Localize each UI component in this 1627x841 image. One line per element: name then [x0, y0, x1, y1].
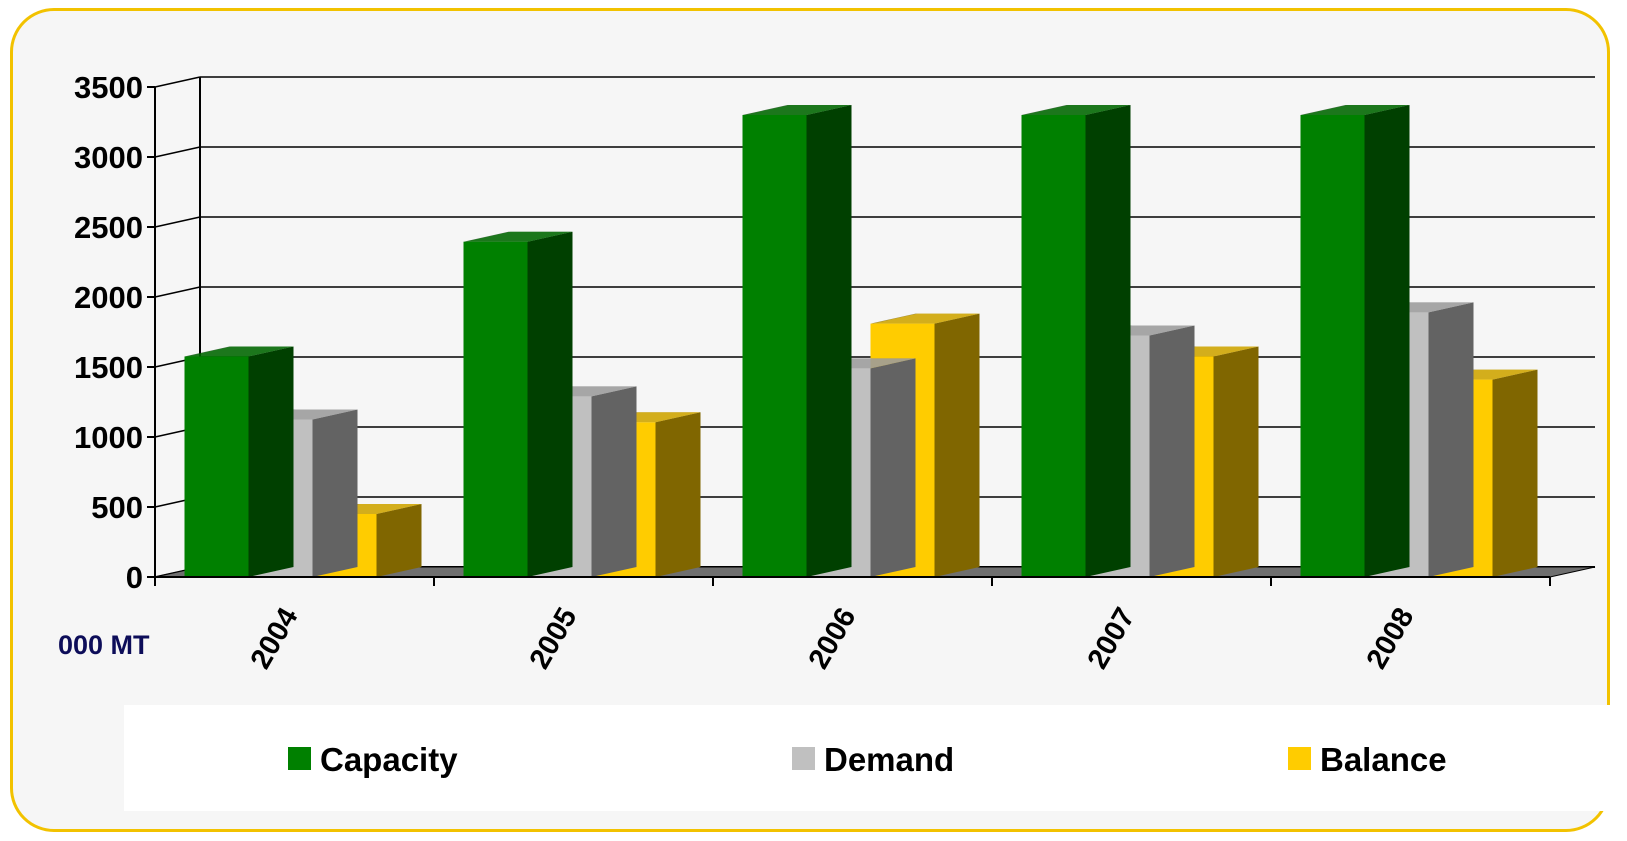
- bar-side: [376, 504, 422, 577]
- bar-top-highlight: [186, 346, 294, 357]
- bar-side: [870, 358, 916, 577]
- x-tick-label: 2004: [245, 603, 305, 675]
- bar-top-highlight: [1023, 105, 1131, 115]
- bar-capacity-2008: [1300, 105, 1410, 577]
- gridline-side: [154, 76, 201, 88]
- bar-group-2008: [1300, 105, 1538, 577]
- bar-side: [1085, 105, 1131, 577]
- x-tick-label: 2008: [1361, 603, 1421, 675]
- bar-front: [184, 356, 249, 577]
- legend: Capacity Demand Balance: [288, 741, 1447, 778]
- legend-swatch-demand: [792, 747, 815, 770]
- gridline-side: [154, 146, 201, 158]
- gridline-side: [154, 286, 201, 298]
- legend-box: [124, 705, 1617, 811]
- bar-group-2007: [1021, 105, 1259, 577]
- bar-side: [527, 231, 573, 577]
- bar-side: [1213, 346, 1259, 577]
- bar-capacity-2007: [1021, 105, 1131, 577]
- bar-side: [1364, 105, 1410, 577]
- y-tick-label: 2500: [74, 210, 143, 245]
- y-tick-label: 2000: [74, 280, 143, 315]
- bar-capacity-2006: [742, 105, 852, 577]
- bar-side: [1428, 302, 1474, 577]
- y-axis: 0 500 1000 1500 2000 2500 3000 3500: [74, 70, 156, 595]
- bar-group-2006: [742, 105, 980, 577]
- bar-top-highlight: [465, 231, 573, 242]
- bar-front: [463, 241, 528, 577]
- x-axis: 2004 2005 2006 2007 2008: [154, 576, 1551, 675]
- unit-label: 000 MT: [58, 630, 150, 660]
- bar-capacity-2004: [184, 346, 294, 577]
- bar-side: [312, 409, 358, 577]
- y-tick-label: 3500: [74, 70, 143, 105]
- legend-item-capacity: Capacity: [288, 741, 458, 778]
- bar-front: [742, 115, 807, 577]
- bar-group-2004: [184, 346, 422, 577]
- bar-side: [591, 386, 637, 577]
- y-tick-label: 0: [126, 560, 143, 595]
- bar-side: [1492, 369, 1538, 577]
- legend-item-balance: Balance: [1288, 741, 1447, 778]
- bars: [184, 105, 1538, 577]
- bar-side: [248, 346, 294, 577]
- legend-swatch-capacity: [288, 747, 311, 770]
- legend-label-balance: Balance: [1320, 741, 1447, 778]
- bar-group-2005: [463, 231, 701, 577]
- y-tick-label: 1000: [74, 420, 143, 455]
- y-tick-label: 3000: [74, 140, 143, 175]
- bar-top-highlight: [872, 313, 980, 324]
- x-tick-label: 2007: [1082, 603, 1142, 675]
- bar-top-highlight: [744, 105, 852, 115]
- x-tick-label: 2006: [803, 603, 863, 675]
- legend-item-demand: Demand: [792, 741, 954, 778]
- legend-label-capacity: Capacity: [320, 741, 458, 778]
- legend-label-demand: Demand: [824, 741, 954, 778]
- bar-front: [1021, 115, 1086, 577]
- bar-side: [806, 105, 852, 577]
- bar-side: [1149, 325, 1195, 577]
- bar-capacity-2005: [463, 231, 573, 577]
- bar-front: [1300, 115, 1365, 577]
- x-tick-label: 2005: [524, 603, 584, 675]
- y-tick-label: 500: [91, 490, 143, 525]
- y-tick-label: 1500: [74, 350, 143, 385]
- bar-side: [934, 313, 980, 577]
- bar-top-highlight: [1302, 105, 1410, 115]
- legend-swatch-balance: [1288, 747, 1311, 770]
- gridline-side: [154, 216, 201, 228]
- bar-side: [655, 412, 701, 577]
